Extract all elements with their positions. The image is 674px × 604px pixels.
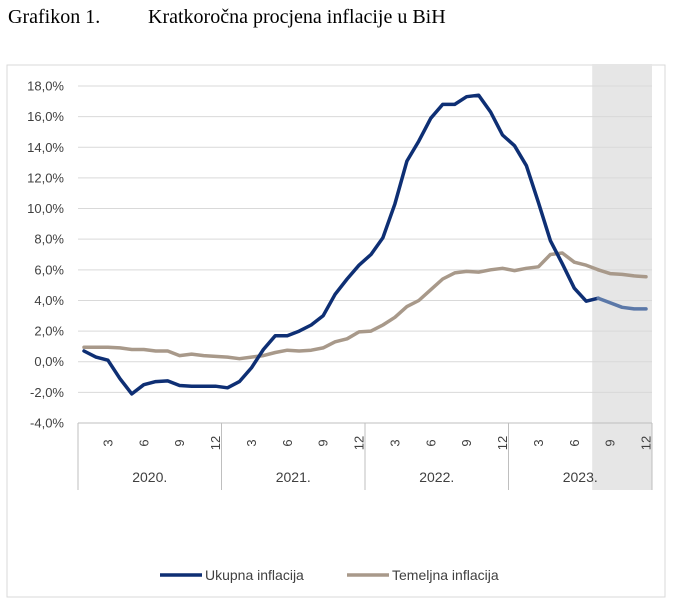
y-tick-label: 14,0%	[27, 140, 64, 155]
x-tick-label: 6	[280, 439, 295, 446]
y-tick-label: -2,0%	[30, 385, 64, 400]
legend: Ukupna inflacija Temeljna inflacija	[160, 567, 499, 583]
x-tick-label: 3	[531, 439, 546, 446]
x-tick-label: 9	[172, 439, 187, 446]
legend-label-core: Temeljna inflacija	[392, 567, 499, 583]
x-tick-label: 12	[495, 436, 510, 450]
year-label: 2021.	[276, 469, 311, 485]
y-tick-label: 2,0%	[34, 324, 64, 339]
legend-label-total: Ukupna inflacija	[205, 567, 304, 583]
x-tick-label: 9	[603, 439, 618, 446]
x-tick-label: 9	[316, 439, 331, 446]
x-tick-label: 3	[244, 439, 259, 446]
x-tick-label: 6	[423, 439, 438, 446]
y-tick-label: 4,0%	[34, 293, 64, 308]
x-tick-label: 6	[567, 439, 582, 446]
y-tick-label: 10,0%	[27, 201, 64, 216]
x-axis: 3 6 9 12 3 6 9 12 3 6 9 12 3 6 9 12 2020. 2021. 2022. 2023.	[77, 422, 654, 490]
caption-title: Kratkoročna procjena inflacije u BiH	[148, 6, 446, 28]
x-tick-label: 12	[352, 436, 367, 450]
x-tick-label: 6	[136, 439, 151, 446]
series-lines	[82, 93, 648, 396]
y-tick-label: 16,0%	[27, 109, 64, 124]
year-label: 2020.	[132, 469, 167, 485]
x-tick-label: 3	[100, 439, 115, 446]
caption-number: Grafikon 1.	[8, 6, 101, 28]
x-tick-label: 12	[208, 436, 223, 450]
x-tick-label: 9	[459, 439, 474, 446]
x-tick-label: 12	[639, 436, 654, 450]
y-axis-tick-labels: -4,0% -2,0% 0,0% 2,0% 4,0% 6,0% 8,0% 10,0% 12,0%…	[27, 79, 64, 431]
x-tick-label: 3	[387, 439, 402, 446]
year-label: 2023.	[563, 469, 598, 485]
series-line-core	[82, 251, 600, 361]
y-tick-label: 6,0%	[34, 262, 64, 277]
series-line-total	[82, 93, 600, 396]
chart-caption: Grafikon 1. Kratkoročna procjena inflacij…	[8, 6, 446, 29]
year-label: 2022.	[419, 469, 454, 485]
y-tick-label: 8,0%	[34, 232, 64, 247]
y-tick-label: 12,0%	[27, 170, 64, 185]
series-forecast-line-total	[596, 296, 648, 311]
y-tick-label: 18,0%	[27, 79, 64, 94]
y-tick-label: 0,0%	[34, 354, 64, 369]
series-forecast-line-core	[596, 268, 648, 279]
y-tick-label: -4,0%	[30, 416, 64, 431]
